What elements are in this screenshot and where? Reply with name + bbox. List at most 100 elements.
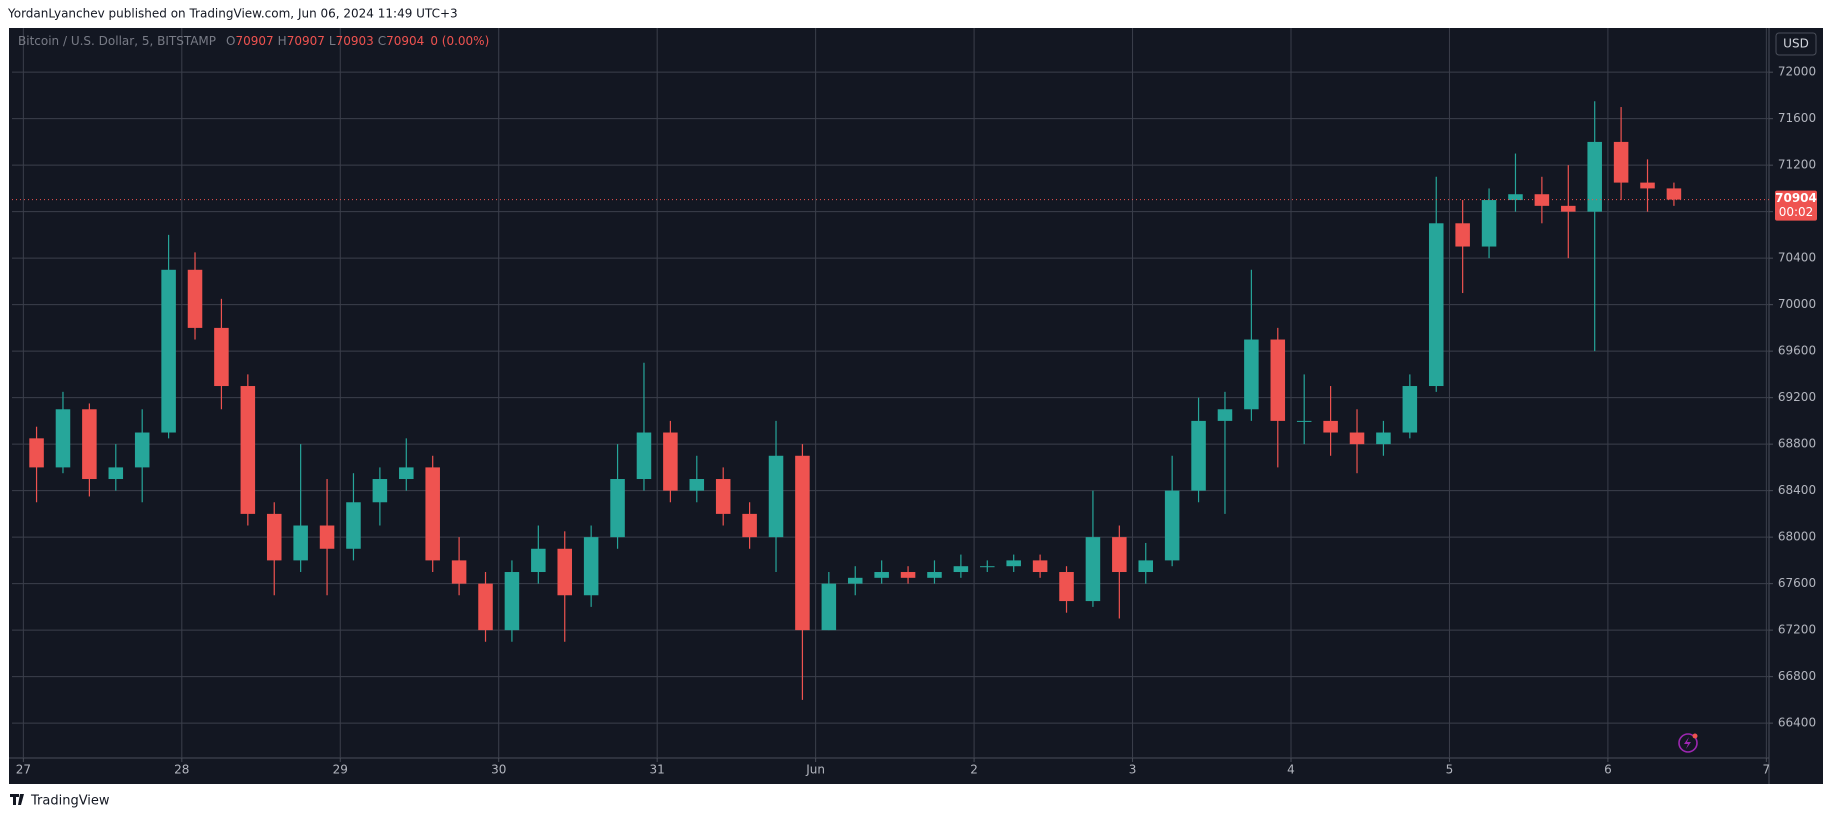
candle-body — [1191, 420, 1206, 491]
ohlc-value: 70904 — [386, 34, 424, 48]
currency-label[interactable]: USD — [1783, 37, 1809, 51]
candle-body — [1587, 141, 1602, 212]
candle-body — [1428, 223, 1444, 387]
candle — [768, 420, 784, 573]
x-tick-label: 4 — [1287, 763, 1295, 777]
candle — [1270, 327, 1286, 468]
candle — [451, 537, 467, 596]
candle-body — [29, 438, 44, 468]
ohlc-value: 70907 — [235, 34, 273, 48]
candle — [1455, 200, 1470, 294]
candle — [134, 409, 150, 503]
candle-body — [161, 269, 176, 433]
candle-body — [319, 525, 335, 549]
candle — [82, 403, 97, 497]
y-tick-label: 68000 — [1778, 530, 1816, 544]
candle — [319, 479, 335, 596]
candle-body — [795, 455, 810, 631]
candle-body — [1112, 537, 1127, 573]
y-tick-label: 66400 — [1778, 716, 1816, 730]
candle — [874, 560, 889, 584]
ohlc-key: O — [226, 34, 235, 48]
legend-change: 0 (0.00%) — [430, 34, 489, 48]
candle-body — [1270, 339, 1286, 421]
candle — [1323, 386, 1338, 456]
candle-body — [1481, 200, 1497, 247]
candle-body — [346, 502, 361, 549]
candle — [1587, 101, 1602, 352]
currency-button[interactable] — [1775, 32, 1817, 56]
candle — [1006, 554, 1021, 573]
candle-body — [82, 409, 97, 480]
candle — [900, 566, 916, 584]
y-tick-label: 68800 — [1778, 437, 1816, 451]
candle-body — [55, 409, 71, 468]
candle — [1402, 374, 1418, 439]
candle-body — [266, 513, 282, 561]
candle — [1508, 153, 1523, 212]
candle-body — [715, 479, 731, 514]
candle — [1640, 159, 1655, 212]
candle-body — [980, 566, 995, 568]
candle-body — [1059, 572, 1074, 602]
candle-body — [1323, 420, 1338, 433]
x-tick-label: 29 — [333, 763, 348, 777]
y-tick-label: 70000 — [1778, 297, 1816, 311]
candle-body — [108, 467, 124, 480]
candle-body — [1217, 409, 1233, 421]
candle — [1349, 409, 1365, 474]
ohlc-value: 70907 — [287, 34, 325, 48]
candle — [1164, 455, 1180, 567]
candle — [1217, 391, 1233, 514]
candle-body — [1666, 188, 1682, 200]
candle — [346, 473, 361, 561]
ohlc-value: 70903 — [336, 34, 374, 48]
x-tick-label: 2 — [970, 763, 978, 777]
candle — [161, 234, 176, 439]
candle-body — [927, 572, 942, 578]
ohlc-key: L — [329, 34, 336, 48]
candle — [953, 554, 969, 578]
candle — [1059, 566, 1074, 613]
y-tick-label: 71200 — [1778, 158, 1816, 172]
candle-body — [900, 572, 916, 578]
candle — [610, 444, 625, 549]
candle — [557, 531, 573, 642]
candle — [266, 502, 282, 596]
x-tick-label: 31 — [650, 763, 665, 777]
candle — [1666, 182, 1682, 206]
ohlc-key: C — [378, 34, 386, 48]
candle-body — [583, 537, 599, 596]
icon-dot — [1692, 733, 1698, 739]
candle-body — [240, 386, 256, 514]
candle — [1138, 542, 1154, 584]
candle-body — [1006, 560, 1021, 567]
candle — [742, 502, 757, 549]
candle-body — [372, 479, 388, 503]
x-tick-label: 28 — [174, 763, 189, 777]
candle-body — [425, 467, 440, 561]
candle-body — [1138, 560, 1154, 573]
candle-body — [953, 566, 969, 573]
candle — [636, 362, 652, 491]
candle-body — [187, 269, 203, 328]
y-tick-label: 69600 — [1778, 344, 1816, 358]
candle — [1244, 269, 1259, 421]
candle — [1296, 374, 1312, 445]
candle-body — [1455, 223, 1470, 247]
candle — [980, 560, 995, 573]
candle-body — [768, 455, 784, 538]
footer-logo — [10, 794, 24, 805]
candle — [531, 525, 546, 584]
candle-body — [636, 432, 652, 480]
candle-body — [478, 583, 493, 631]
candle-body — [1402, 386, 1418, 433]
candle — [372, 467, 388, 526]
ohlc-key: H — [278, 34, 287, 48]
candle — [1534, 176, 1550, 224]
candle-body — [134, 432, 150, 468]
footer-brand: TradingView — [30, 794, 110, 809]
candle — [663, 420, 678, 503]
legend-symbol: Bitcoin / U.S. Dollar, 5, BITSTAMP — [18, 34, 216, 48]
